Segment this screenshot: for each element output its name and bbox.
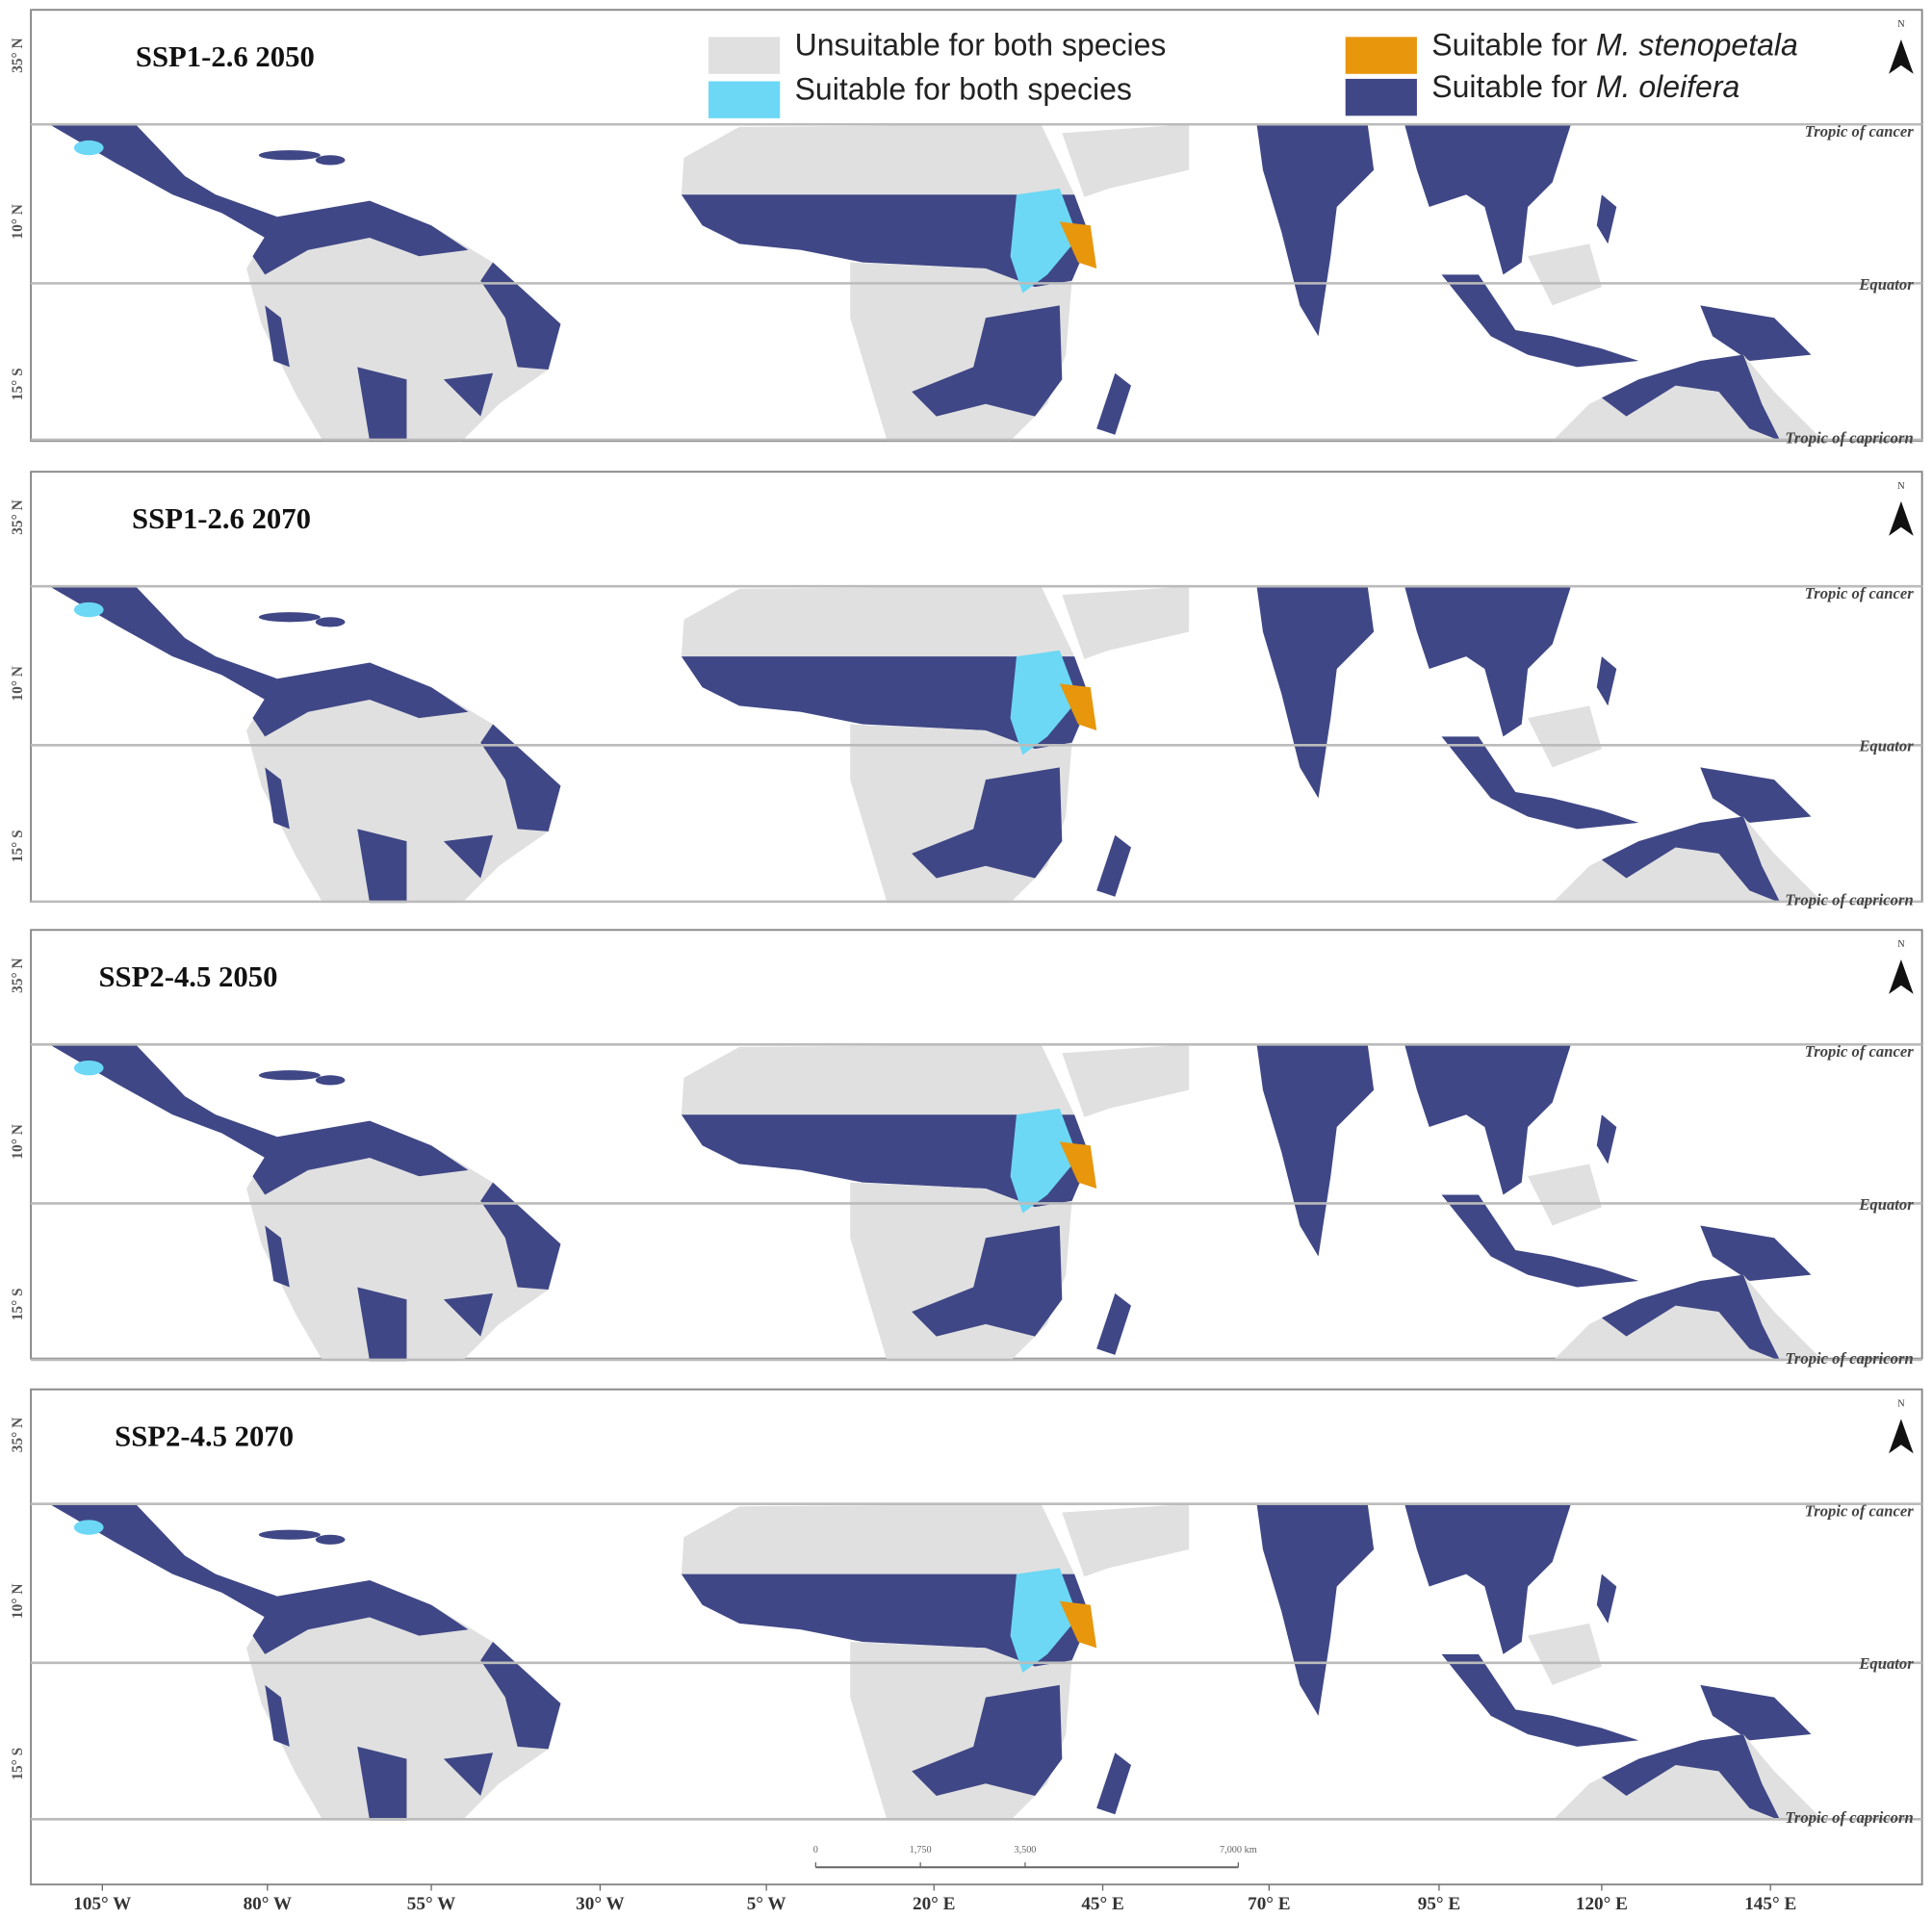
longitude-label: 120° E [1576,1894,1628,1914]
reference-line-label: Tropic of cancer [1805,1042,1914,1061]
north-label: N [1897,19,1905,30]
map-panel: Tropic of cancer Equator Tropic of caprico… [10,9,1923,448]
reference-line-label: Tropic of capricorn [1785,1349,1913,1368]
scale-label: 3,500 [1014,1845,1036,1855]
latitude-label: 10° N [10,1584,26,1619]
latitude-label: 15° S [10,830,26,862]
scale-label: 7,000 km [1220,1845,1257,1855]
panel-title: SSP2-4.5 2050 [98,960,277,993]
panel-title: SSP2-4.5 2070 [115,1420,294,1453]
scale-label: 1,750 [910,1845,932,1855]
north-label: N [1897,939,1905,950]
longitude-label: 105° W [73,1894,131,1914]
latitude-label: 35° N [10,38,26,72]
legend-swatch [1345,78,1417,116]
legend-label: Suitable for M. oleifera [1431,69,1739,104]
reference-line-label: Equator [1858,1654,1914,1673]
north-arrow [1889,500,1914,536]
reference-line-label: Tropic of cancer [1805,584,1914,602]
legend-label: Unsuitable for both species [795,28,1167,63]
reference-line-label: Tropic of cancer [1805,1501,1914,1520]
panel-title: SSP1-2.6 2070 [132,502,311,535]
reference-line-label: Tropic of capricorn [1785,429,1913,448]
legend-label-species: M. oleifera [1596,69,1739,104]
latitude-label: 10° N [10,666,26,701]
north-arrow [1889,1419,1914,1454]
north-label: N [1897,1399,1905,1410]
reference-line-label: Equator [1858,737,1914,755]
north-label: N [1897,481,1905,492]
legend-label: Suitable for M. stenopetala [1431,28,1798,63]
latitude-label: 15° S [10,368,26,400]
reference-line-label: Equator [1858,275,1914,294]
latitude-label: 10° N [10,1124,26,1159]
legend-label-species: M. stenopetala [1596,28,1798,63]
reference-line-label: Equator [1858,1195,1914,1214]
map-panel: Tropic of cancer Equator Tropic of caprico… [10,929,1923,1368]
longitude-label: 95° E [1418,1894,1460,1914]
scale-label: 0 [813,1845,818,1855]
legend-swatch [708,81,781,118]
reference-line-label: Tropic of capricorn [1785,891,1913,909]
longitude-label: 45° E [1081,1894,1123,1914]
longitude-label: 80° W [244,1894,293,1914]
north-arrow [1889,960,1914,994]
latitude-label: 10° N [10,204,26,239]
footer: 105° W 80° W 55° W 30° W 5° W 20° E 45° E 70° E… [73,1845,1796,1914]
legend-label-prefix: Suitable for [1431,28,1596,63]
latitude-label: 15° S [10,1748,26,1780]
map-panel: Tropic of cancer Equator Tropic of caprico… [10,1388,1923,1886]
legend-swatch [1345,37,1417,74]
longitude-label: 20° E [913,1894,955,1914]
latitude-label: 35° N [10,958,26,992]
legend-label-prefix: Suitable for [1431,69,1596,104]
longitude-label: 145° E [1744,1894,1796,1914]
latitude-label: 35° N [10,499,26,534]
longitude-label: 70° E [1248,1894,1290,1914]
panels: Tropic of cancer Equator Tropic of caprico… [10,9,1923,1886]
reference-line-label: Tropic of cancer [1805,122,1914,141]
longitude-label: 30° W [576,1894,625,1914]
latitude-label: 15° S [10,1288,26,1320]
legend-label: Suitable for both species [795,72,1132,107]
latitude-label: 35° N [10,1418,26,1452]
legend-swatch [708,37,781,74]
longitude-label: 5° W [747,1894,786,1914]
map-panel: Tropic of cancer Equator Tropic of caprico… [10,471,1923,909]
north-arrow [1889,38,1914,74]
longitude-label: 55° W [407,1894,456,1914]
reference-line-label: Tropic of capricorn [1785,1808,1913,1827]
panel-title: SSP1-2.6 2050 [136,40,315,73]
